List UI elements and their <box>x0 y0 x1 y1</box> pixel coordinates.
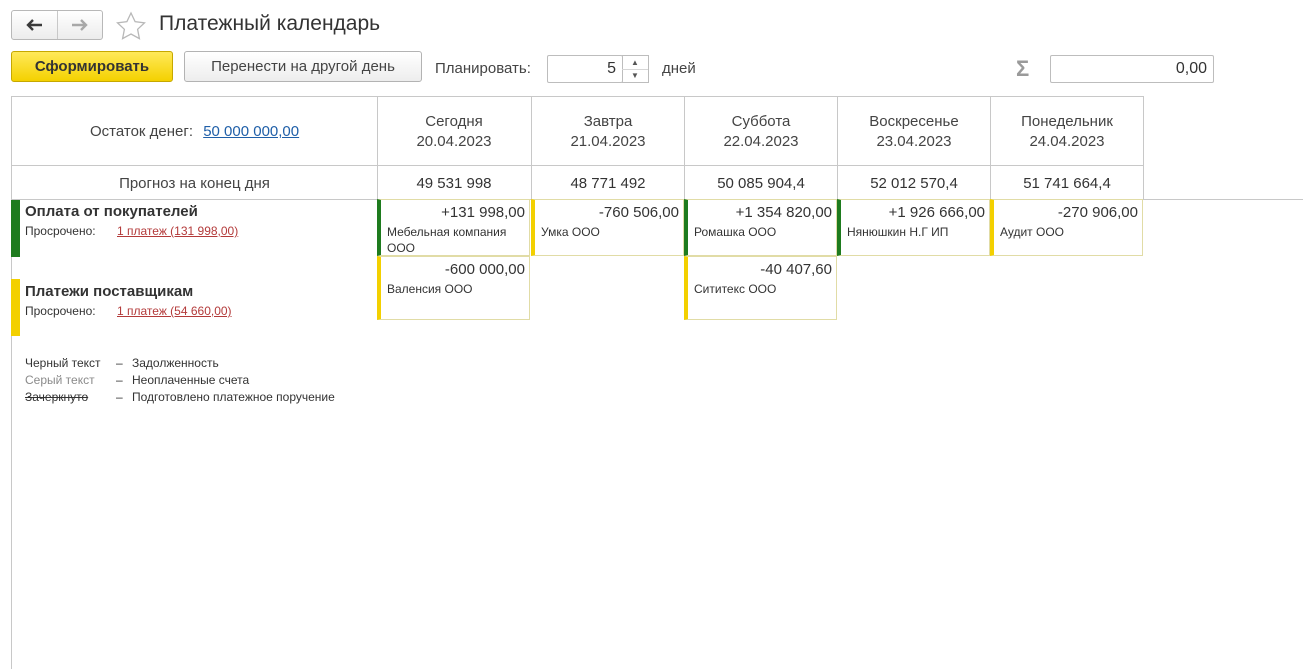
payment-card[interactable]: -600 000,00 Валенсия ООО <box>377 256 530 320</box>
day-name: Суббота <box>731 113 791 130</box>
sum-field[interactable]: 0,00 <box>1050 55 1214 83</box>
counterparty-name: Нянюшкин Н.Г ИП <box>847 225 949 239</box>
day-forecast: 50 085 904,4 <box>717 175 805 192</box>
forecast-label: Прогноз на конец дня <box>119 175 270 192</box>
day-header[interactable]: Завтра 21.04.2023 <box>532 112 684 152</box>
suppliers-section-marker <box>11 279 20 336</box>
generate-button[interactable]: Сформировать <box>11 51 173 82</box>
counterparty-name: Умка ООО <box>541 225 600 239</box>
payment-card[interactable]: +1 926 666,00 Нянюшкин Н.Г ИП <box>837 199 990 256</box>
day-name: Понедельник <box>1021 113 1113 130</box>
day-date: 23.04.2023 <box>876 133 952 150</box>
payment-amount: -40 407,60 <box>760 261 832 278</box>
legend-dash: – <box>116 373 123 387</box>
suppliers-section-title: Платежи поставщикам <box>25 283 194 300</box>
day-name: Завтра <box>583 113 633 130</box>
legend-dash: – <box>116 356 123 370</box>
day-name: Воскресенье <box>869 113 959 130</box>
day-forecast: 52 012 570,4 <box>870 175 958 192</box>
counterparty-name: Ромашка ООО <box>694 225 777 239</box>
day-header[interactable]: Сегодня 20.04.2023 <box>378 112 530 152</box>
sigma-icon: Σ <box>1016 56 1030 81</box>
day-forecast: 48 771 492 <box>570 175 646 192</box>
plan-days-input[interactable]: 5 <box>547 55 623 83</box>
customers-section-marker <box>11 200 20 257</box>
payment-amount: -600 000,00 <box>444 261 525 278</box>
balance-value-link[interactable]: 50 000 000,00 <box>203 123 300 140</box>
legend-term-black: Черный текст <box>25 356 101 370</box>
payment-amount: -270 906,00 <box>1057 204 1138 221</box>
payment-card[interactable]: +131 998,00 Мебельная компания ООО <box>377 199 530 256</box>
day-date: 22.04.2023 <box>723 133 799 150</box>
payment-amount: +131 998,00 <box>441 204 525 221</box>
payment-amount: -760 506,00 <box>598 204 679 221</box>
forward-button[interactable] <box>56 11 103 39</box>
counterparty-name: Аудит ООО <box>1000 225 1065 239</box>
day-date: 21.04.2023 <box>570 133 646 150</box>
plan-label: Планировать: <box>435 60 531 77</box>
day-header[interactable]: Понедельник 24.04.2023 <box>991 112 1143 152</box>
day-header[interactable]: Суббота 22.04.2023 <box>685 112 837 152</box>
day-forecast: 49 531 998 <box>416 175 492 192</box>
stepper-up-icon[interactable]: ▲ <box>631 57 639 67</box>
stepper-down-icon[interactable]: ▼ <box>622 68 648 83</box>
legend-desc: Задолженность <box>132 356 219 370</box>
payment-amount: +1 354 820,00 <box>735 204 832 221</box>
plan-days-stepper: ▲ ▼ <box>622 55 649 83</box>
customers-overdue-link[interactable]: 1 платеж (131 998,00) <box>117 224 239 238</box>
legend-desc: Подготовлено платежное поручение <box>132 390 335 404</box>
day-header[interactable]: Воскресенье 23.04.2023 <box>838 112 990 152</box>
legend-term-strikethrough: Зачеркнуто <box>25 390 89 404</box>
legend-desc: Неоплаченные счета <box>132 373 250 387</box>
days-label: дней <box>662 60 696 77</box>
payment-amount: +1 926 666,00 <box>888 204 985 221</box>
payment-card[interactable]: -760 506,00 Умка ООО <box>531 199 684 256</box>
move-to-another-day-button[interactable]: Перенести на другой день <box>184 51 422 82</box>
counterparty-name: Валенсия ООО <box>387 282 473 296</box>
payment-card[interactable]: -270 906,00 Аудит ООО <box>990 199 1143 256</box>
customers-overdue-label: Просрочено: <box>25 224 96 238</box>
customers-section-title: Оплата от покупателей <box>25 203 198 220</box>
balance-label: Остаток денег: <box>90 123 194 140</box>
arrow-right-icon <box>71 19 88 31</box>
arrow-left-icon <box>26 19 43 31</box>
payment-card[interactable]: +1 354 820,00 Ромашка ООО <box>684 199 837 256</box>
payment-card[interactable]: -40 407,60 Сититекс ООО <box>684 256 837 320</box>
suppliers-overdue-link[interactable]: 1 платеж (54 660,00) <box>117 304 232 318</box>
navigation-buttons <box>11 10 103 40</box>
day-date: 24.04.2023 <box>1029 133 1105 150</box>
suppliers-overdue-label: Просрочено: <box>25 304 96 318</box>
legend-dash: – <box>116 390 123 404</box>
back-button[interactable] <box>12 11 57 39</box>
star-icon[interactable] <box>115 11 147 41</box>
day-forecast: 51 741 664,4 <box>1023 175 1111 192</box>
day-date: 20.04.2023 <box>416 133 492 150</box>
page-title: Платежный календарь <box>159 12 381 35</box>
day-name: Сегодня <box>425 113 483 130</box>
counterparty-name: Сититекс ООО <box>694 282 777 296</box>
counterparty-name: Мебельная компания ООО <box>387 225 507 255</box>
legend-term-gray: Серый текст <box>25 373 95 387</box>
